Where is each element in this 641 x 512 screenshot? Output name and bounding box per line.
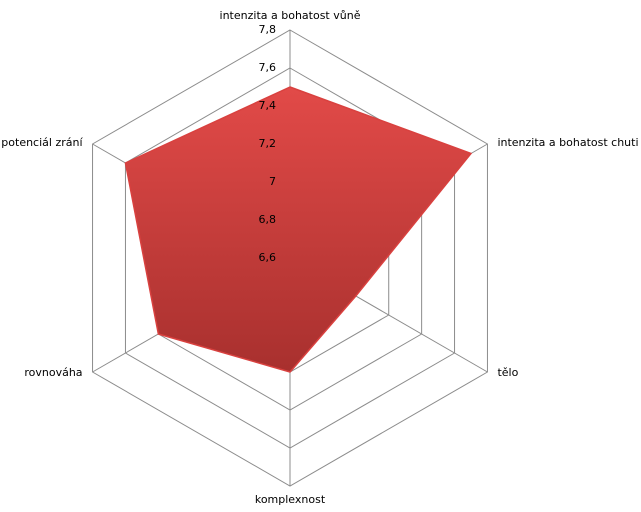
r-tick-label: 7 <box>269 175 276 188</box>
r-tick-label: 7,6 <box>259 61 277 74</box>
r-tick-label: 6,8 <box>259 213 277 226</box>
r-tick-label: 7,8 <box>259 23 277 36</box>
data <box>124 86 473 373</box>
category-label: intenzita a bohatost chuti <box>497 136 638 149</box>
r-tick-label: 7,4 <box>259 99 277 112</box>
category-label: komplexnost <box>255 493 326 506</box>
radar-area <box>124 86 473 373</box>
r-tick-label: 7,2 <box>259 137 277 150</box>
category-label: potenciál zrání <box>1 136 83 149</box>
r-tick-label: 6,6 <box>259 251 277 264</box>
category-label: intenzita a bohatost vůně <box>220 9 361 22</box>
category-label: rovnováha <box>24 366 82 379</box>
category-label: tělo <box>497 366 518 379</box>
